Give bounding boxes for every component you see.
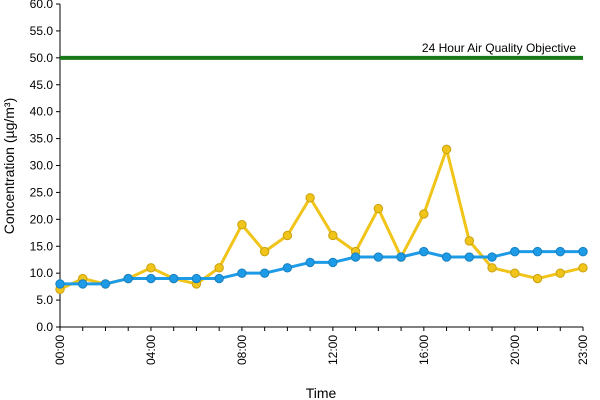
y-tick-label: 15.0 [30, 239, 54, 253]
data-point [396, 252, 406, 262]
y-axis: 0.0 5.0 10.0 15.0 20.0 25.0 30.0 35.0 40.0 45.0 50… [30, 0, 61, 334]
data-point [441, 252, 452, 262]
data-point [487, 252, 497, 262]
x-tick-label: 23:00 [576, 335, 590, 365]
data-point [55, 279, 65, 289]
y-tick-label: 0.0 [36, 320, 53, 334]
data-point [282, 263, 293, 273]
x-tick-label: 12:00 [326, 335, 340, 365]
x-tick-label: 16:00 [417, 335, 431, 365]
y-tick-label: 20.0 [30, 212, 54, 226]
y-tick-label: 10.0 [30, 266, 54, 280]
data-point [464, 252, 475, 262]
x-axis: 00:00 04:00 08:00 12:00 16:00 20:00 23:00 [53, 326, 590, 365]
data-point [350, 252, 361, 262]
data-point [146, 263, 156, 273]
data-point [555, 246, 565, 257]
data-point [146, 273, 156, 284]
y-axis-title: Concentration (µg/m³) [1, 98, 17, 234]
data-point [191, 273, 202, 284]
data-point [259, 268, 270, 278]
data-point [78, 279, 88, 289]
x-axis-title: Time [306, 385, 337, 400]
data-point [578, 263, 588, 273]
data-point [510, 268, 520, 278]
y-tick-label: 30.0 [30, 159, 54, 173]
series-line [59, 147, 584, 291]
data-point [510, 246, 520, 257]
data-point [419, 246, 429, 257]
data-point [214, 273, 224, 284]
series-1 [55, 144, 588, 295]
reference-line-label: 24 Hour Air Quality Objective [422, 41, 576, 55]
data-point [237, 220, 247, 230]
x-tick-label: 08:00 [235, 335, 249, 365]
x-tick-label: 20:00 [508, 335, 522, 365]
data-point [532, 246, 543, 257]
y-tick-label: 5.0 [36, 293, 53, 307]
data-point [282, 230, 293, 241]
data-point [123, 273, 133, 284]
reference-line-group: 24 Hour Air Quality Objective [60, 41, 583, 60]
data-point [532, 273, 543, 284]
data-point [464, 236, 475, 246]
data-point [214, 263, 224, 273]
data-point [305, 193, 315, 203]
data-point [419, 209, 429, 219]
data-point [441, 144, 452, 155]
data-point [237, 268, 247, 278]
y-tick-label: 40.0 [30, 105, 54, 119]
x-tick-label: 00:00 [53, 335, 67, 365]
y-tick-label: 50.0 [30, 51, 54, 65]
x-tick-label: 04:00 [144, 335, 158, 365]
data-point [328, 257, 338, 268]
data-point [100, 279, 111, 289]
y-tick-label: 25.0 [30, 185, 54, 199]
data-point [168, 273, 179, 284]
y-tick-label: 35.0 [30, 132, 54, 146]
data-point [578, 246, 588, 257]
series-line [60, 250, 583, 286]
y-tick-label: 45.0 [30, 78, 54, 92]
data-point [555, 268, 565, 278]
y-tick-label: 60.0 [30, 0, 54, 11]
series-2 [55, 246, 588, 289]
data-point [305, 257, 315, 268]
data-point [373, 203, 384, 214]
data-point [487, 263, 497, 273]
data-point [328, 230, 338, 241]
series-layer [55, 144, 588, 295]
data-point [373, 252, 384, 262]
y-tick-label: 55.0 [30, 24, 54, 38]
data-point [259, 246, 270, 257]
